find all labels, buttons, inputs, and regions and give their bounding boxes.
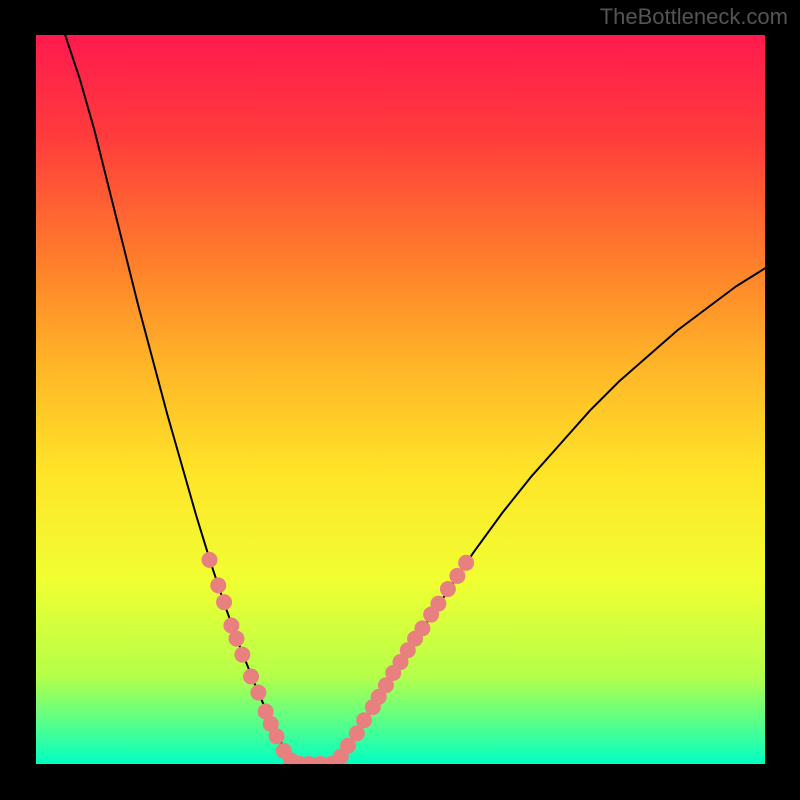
scatter-marker xyxy=(269,728,285,744)
scatter-marker xyxy=(210,577,226,593)
scatter-marker xyxy=(430,596,446,612)
scatter-marker xyxy=(234,647,250,663)
scatter-marker xyxy=(228,631,244,647)
plot-area xyxy=(36,35,765,764)
scatter-marker xyxy=(243,669,259,685)
curve-left xyxy=(65,35,298,764)
scatter-marker xyxy=(440,581,456,597)
watermark-text: TheBottleneck.com xyxy=(600,4,788,30)
curve-right xyxy=(335,268,765,764)
chart-container: TheBottleneck.com xyxy=(0,0,800,800)
scatter-marker xyxy=(250,685,266,701)
scatter-marker xyxy=(202,552,218,568)
scatter-marker xyxy=(356,712,372,728)
scatter-marker xyxy=(414,620,430,636)
chart-overlay-svg xyxy=(36,35,765,764)
scatter-marker xyxy=(449,568,465,584)
scatter-marker xyxy=(216,594,232,610)
scatter-marker xyxy=(458,555,474,571)
